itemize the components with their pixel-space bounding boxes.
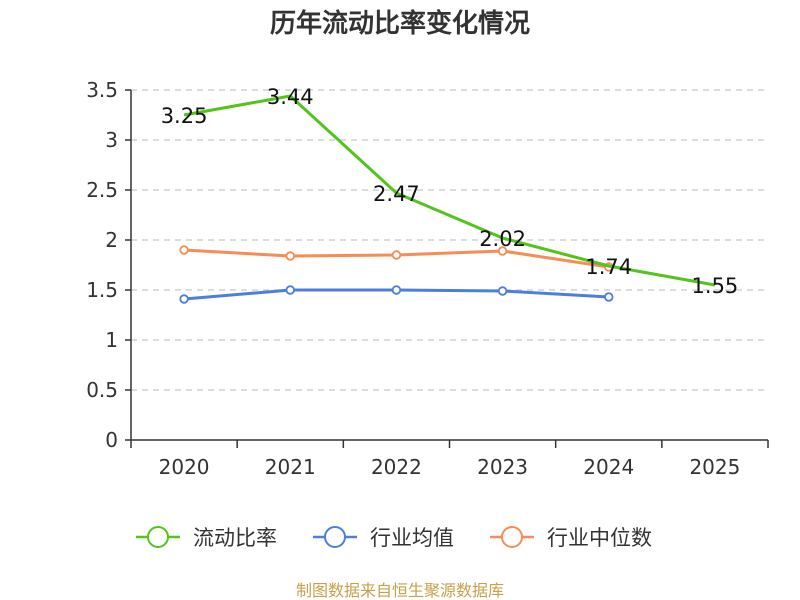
x-tick-label: 2021 — [265, 455, 316, 479]
legend-label: 行业中位数 — [547, 526, 652, 550]
y-tick-label: 3 — [105, 128, 118, 152]
data-point — [604, 292, 614, 302]
legend-marker — [501, 526, 523, 548]
legend-item[interactable]: 行业中位数 — [490, 526, 652, 550]
y-tick-label: 0 — [105, 428, 118, 452]
series-group — [179, 94, 716, 304]
chart-title: 历年流动比率变化情况 — [270, 8, 530, 39]
data-point — [285, 285, 295, 295]
x-tick-label: 2020 — [159, 455, 210, 479]
legend-label: 行业均值 — [370, 526, 454, 550]
source-note: 制图数据来自恒生聚源数据库 — [296, 581, 504, 600]
legend[interactable]: 流动比率 行业均值 行业中位数 — [136, 526, 652, 550]
data-point — [285, 251, 295, 261]
legend-marker — [324, 526, 346, 548]
legend-marker — [147, 526, 169, 548]
data-point — [391, 250, 402, 260]
series-line — [183, 94, 716, 287]
y-tick-label: 0.5 — [86, 378, 118, 402]
data-point — [179, 294, 189, 304]
data-point — [497, 286, 508, 296]
data-label: 2.02 — [479, 227, 526, 251]
x-tick-label: 2022 — [371, 455, 422, 479]
data-label: 3.44 — [267, 85, 314, 109]
y-tick-label: 3.5 — [86, 78, 118, 102]
data-labels: 3.25 3.44 2.47 2.02 1.74 1.55 — [161, 85, 739, 298]
x-tick-label: 2024 — [583, 455, 634, 479]
x-tick-label: 2025 — [689, 455, 740, 479]
axes: 0 0.5 1 1.5 2 2.5 3 3.5 2020 2021 2022 2023 2024 2025 — [86, 78, 769, 479]
data-label: 1.55 — [692, 274, 739, 298]
data-point — [497, 246, 508, 256]
y-tick-label: 1.5 — [86, 278, 118, 302]
x-tick-label: 2023 — [477, 455, 528, 479]
legend-label: 流动比率 — [193, 526, 277, 550]
data-label: 1.74 — [585, 255, 632, 279]
data-point — [391, 285, 402, 295]
data-label: 3.25 — [161, 104, 208, 128]
data-point — [179, 245, 189, 255]
grid-lines — [131, 89, 768, 391]
legend-item[interactable]: 行业均值 — [313, 526, 454, 550]
y-tick-label: 1 — [105, 328, 118, 352]
legend-item[interactable]: 流动比率 — [136, 526, 277, 550]
y-tick-label: 2 — [105, 228, 118, 252]
data-label: 2.47 — [373, 182, 420, 206]
y-tick-label: 2.5 — [86, 178, 118, 202]
